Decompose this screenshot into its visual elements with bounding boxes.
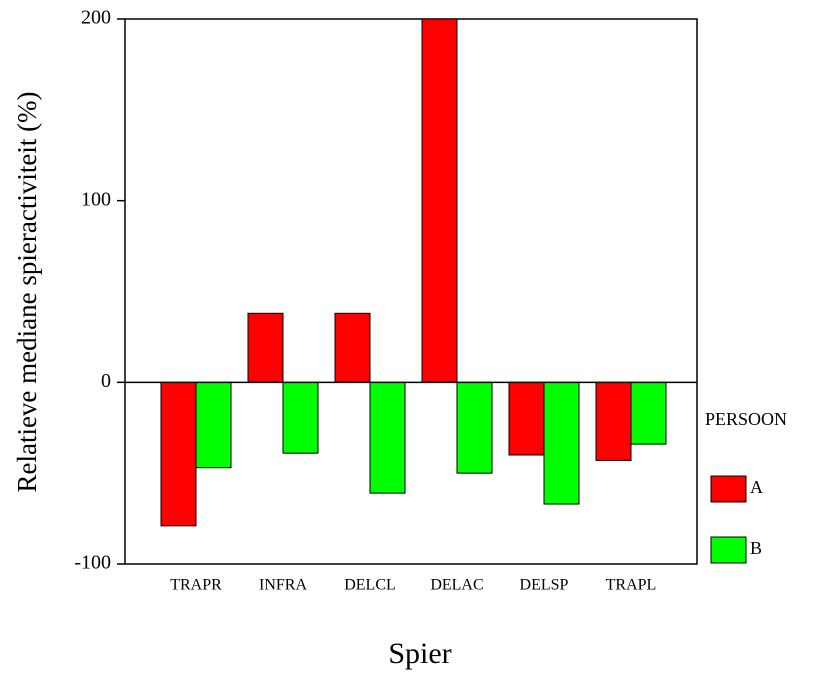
bar [456,381,493,474]
y-tick-label: 0 [101,370,111,392]
x-tick-label: DELAC [430,577,483,594]
x-tick-label: TRAPL [606,577,657,594]
y-tick-label: 200 [81,7,111,29]
bar [282,381,319,454]
x-tick-label: INFRA [259,577,307,594]
x-tick-label: DELCL [344,577,396,594]
x-tick-label: TRAPR [170,577,222,594]
legend-swatch [710,475,747,503]
bar [334,312,371,383]
x-tick-label: DELSP [520,577,569,594]
bar [508,381,545,456]
legend-swatch [710,536,747,564]
bar [247,312,284,383]
legend-title: PERSOON [705,409,787,429]
bar [195,381,232,469]
x-axis-label: Spier [388,637,451,670]
bar [421,18,458,383]
bar [595,381,632,461]
bar [543,381,580,505]
y-tick-label: -100 [74,552,111,574]
y-axis-label: Relatieve mediane spieractiviteit (%) [12,91,42,492]
bar [160,381,197,527]
legend-label: B [750,538,762,558]
y-tick-label: 100 [81,188,111,210]
plot-frame [124,18,698,565]
legend-label: A [750,477,763,497]
bar [369,381,406,494]
bar [630,381,667,445]
